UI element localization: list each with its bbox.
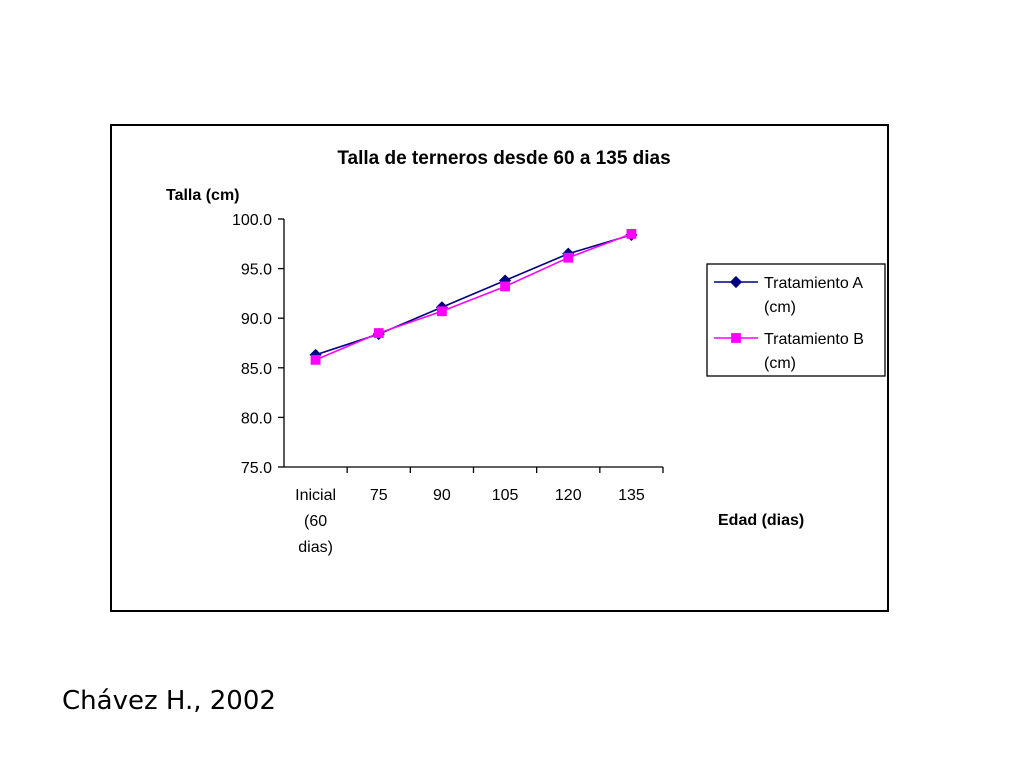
series-line — [315, 234, 632, 356]
y-axis-label: Talla (cm) — [166, 187, 240, 204]
source-credit: Chávez H., 2002 — [62, 686, 276, 716]
x-tick-label: 120 — [555, 487, 582, 504]
data-point — [563, 252, 574, 263]
chart-frame: Talla de terneros desde 60 a 135 dias Ta… — [110, 124, 889, 612]
x-tick-label: 75 — [370, 487, 388, 504]
y-tick-label: 75.0 — [241, 460, 272, 477]
chart-title: Talla de terneros desde 60 a 135 dias — [337, 148, 670, 169]
legend-label: Tratamiento A (cm) — [764, 275, 863, 316]
data-point — [310, 354, 321, 365]
x-tick-label: Inicial (60 dias) — [295, 487, 336, 556]
x-tick-label: 105 — [492, 487, 519, 504]
y-tick-label: 85.0 — [241, 361, 272, 378]
series-group — [309, 228, 638, 365]
y-tick-label: 90.0 — [241, 311, 272, 328]
axes: 100.0 95.0 90.0 85.0 80.0 75.0 Inicial (60 dias)… — [232, 212, 664, 556]
series-b — [310, 228, 637, 365]
data-point — [626, 228, 637, 239]
x-tick-label: 90 — [433, 487, 451, 504]
x-tick-label: 135 — [618, 487, 645, 504]
legend-item: Tratamiento A (cm) — [714, 275, 863, 316]
y-tick-label: 95.0 — [241, 262, 272, 279]
legend-label: Tratamiento B (cm) — [764, 331, 864, 372]
line-chart: Talla de terneros desde 60 a 135 dias Ta… — [166, 148, 886, 556]
legend-marker — [731, 333, 741, 343]
x-axis-label: Edad (dias) — [718, 512, 804, 529]
y-tick-label: 100.0 — [232, 212, 272, 229]
legend-item: Tratamiento B (cm) — [714, 331, 864, 372]
y-tick-label: 80.0 — [241, 410, 272, 427]
data-point — [437, 306, 447, 317]
data-point — [373, 328, 384, 338]
legend-marker — [729, 275, 743, 289]
series-line — [315, 233, 632, 361]
legend: Tratamiento A (cm) Tratamiento B (cm) — [706, 263, 886, 377]
data-point — [500, 281, 510, 292]
